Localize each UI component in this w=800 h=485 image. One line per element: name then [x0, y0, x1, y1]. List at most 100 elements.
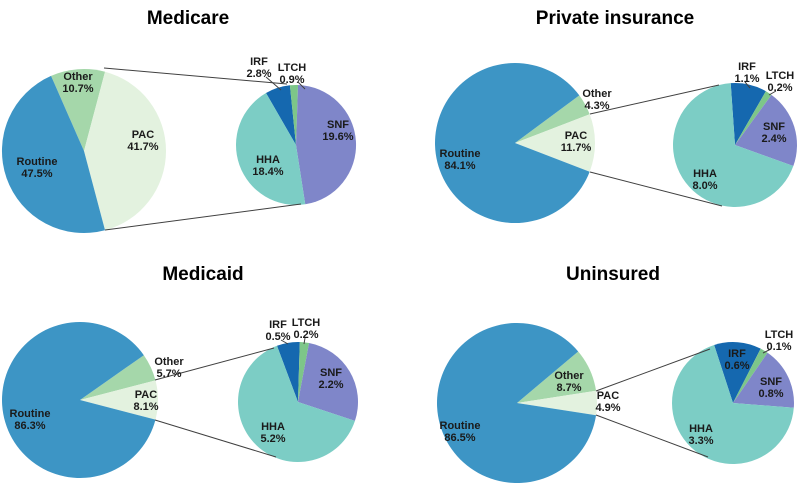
svg-text:SNF: SNF: [760, 376, 782, 388]
detail-pie: [673, 82, 798, 207]
svg-text:HHA: HHA: [256, 154, 280, 166]
leader-line: [768, 90, 777, 96]
svg-text:0.2%: 0.2%: [293, 329, 318, 341]
pie-slice-pac: [517, 390, 598, 416]
svg-text:IRF: IRF: [738, 61, 756, 73]
pie-slice-pac: [84, 71, 167, 231]
svg-text:1.1%: 1.1%: [734, 73, 759, 85]
leader-line: [303, 337, 306, 345]
svg-text:HHA: HHA: [261, 421, 285, 433]
svg-text:PAC: PAC: [565, 130, 587, 142]
svg-text:0.6%: 0.6%: [724, 360, 749, 372]
svg-text:47.5%: 47.5%: [21, 168, 52, 180]
main-pie: [435, 62, 596, 223]
svg-text:84.1%: 84.1%: [444, 160, 475, 172]
callout-line: [595, 414, 709, 458]
svg-text:Routine: Routine: [17, 156, 58, 168]
svg-text:86.5%: 86.5%: [444, 432, 475, 444]
callout-line: [589, 171, 723, 207]
pie-slice-other: [80, 355, 156, 400]
svg-text:8.1%: 8.1%: [133, 401, 158, 413]
svg-text:11.7%: 11.7%: [561, 142, 592, 154]
svg-text:LTCH: LTCH: [292, 317, 321, 329]
callout-line: [103, 67, 288, 85]
svg-text:IRF: IRF: [269, 319, 287, 331]
pie-slice-snf: [298, 343, 359, 421]
chart-title-private-insurance: Private insurance: [535, 8, 695, 29]
pie-slice-routine: [1, 322, 156, 479]
svg-text:Other: Other: [154, 356, 184, 368]
svg-text:Other: Other: [63, 71, 93, 83]
svg-text:PAC: PAC: [132, 129, 154, 141]
svg-text:PAC: PAC: [135, 389, 157, 401]
svg-text:5.7%: 5.7%: [156, 368, 181, 380]
pie-slice-hha: [671, 344, 794, 465]
callout-line: [589, 84, 720, 115]
svg-text:0.1%: 0.1%: [766, 341, 791, 353]
svg-text:IRF: IRF: [728, 348, 746, 360]
pie-slice-snf: [733, 352, 794, 408]
pie-slice-routine: [1, 75, 106, 234]
svg-text:HHA: HHA: [693, 168, 717, 180]
svg-text:0.2%: 0.2%: [767, 82, 792, 94]
svg-text:LTCH: LTCH: [278, 62, 307, 74]
pie-slice-irf: [730, 82, 766, 145]
detail-pie: [235, 84, 357, 206]
svg-text:4.3%: 4.3%: [584, 100, 609, 112]
svg-text:IRF: IRF: [250, 56, 268, 68]
svg-text:3.3%: 3.3%: [688, 435, 713, 447]
svg-text:41.7%: 41.7%: [127, 141, 158, 153]
svg-text:2.2%: 2.2%: [318, 379, 343, 391]
svg-text:LTCH: LTCH: [765, 329, 794, 341]
pie-slice-hha: [235, 93, 306, 206]
pie-slice-routine: [435, 62, 590, 223]
svg-text:2.4%: 2.4%: [761, 133, 786, 145]
leader-line: [744, 81, 751, 89]
svg-text:PAC: PAC: [597, 390, 619, 402]
svg-text:0.5%: 0.5%: [265, 331, 290, 343]
pie-slice-irf: [266, 85, 296, 145]
chart-title-medicare: Medicare: [146, 8, 230, 29]
pie-slice-ltch: [733, 348, 768, 403]
leader-line: [280, 339, 289, 345]
pie-slice-irf: [714, 342, 761, 403]
svg-text:19.6%: 19.6%: [322, 131, 353, 143]
svg-text:Other: Other: [582, 88, 612, 100]
svg-text:8.0%: 8.0%: [692, 180, 717, 192]
svg-text:8.7%: 8.7%: [556, 382, 581, 394]
pie-slice-other: [515, 95, 590, 143]
svg-text:SNF: SNF: [763, 121, 785, 133]
leader-line: [265, 76, 282, 91]
svg-text:LTCH: LTCH: [766, 70, 795, 82]
leader-line: [762, 348, 772, 354]
svg-text:HHA: HHA: [689, 423, 713, 435]
pie-slice-other: [517, 351, 597, 403]
callout-line: [154, 347, 275, 381]
svg-text:SNF: SNF: [327, 119, 349, 131]
svg-text:0.9%: 0.9%: [279, 74, 304, 86]
callout-line: [104, 203, 302, 231]
pie-slice-hha: [673, 83, 794, 207]
svg-text:10.7%: 10.7%: [62, 83, 93, 95]
pie-slice-other: [51, 68, 106, 151]
